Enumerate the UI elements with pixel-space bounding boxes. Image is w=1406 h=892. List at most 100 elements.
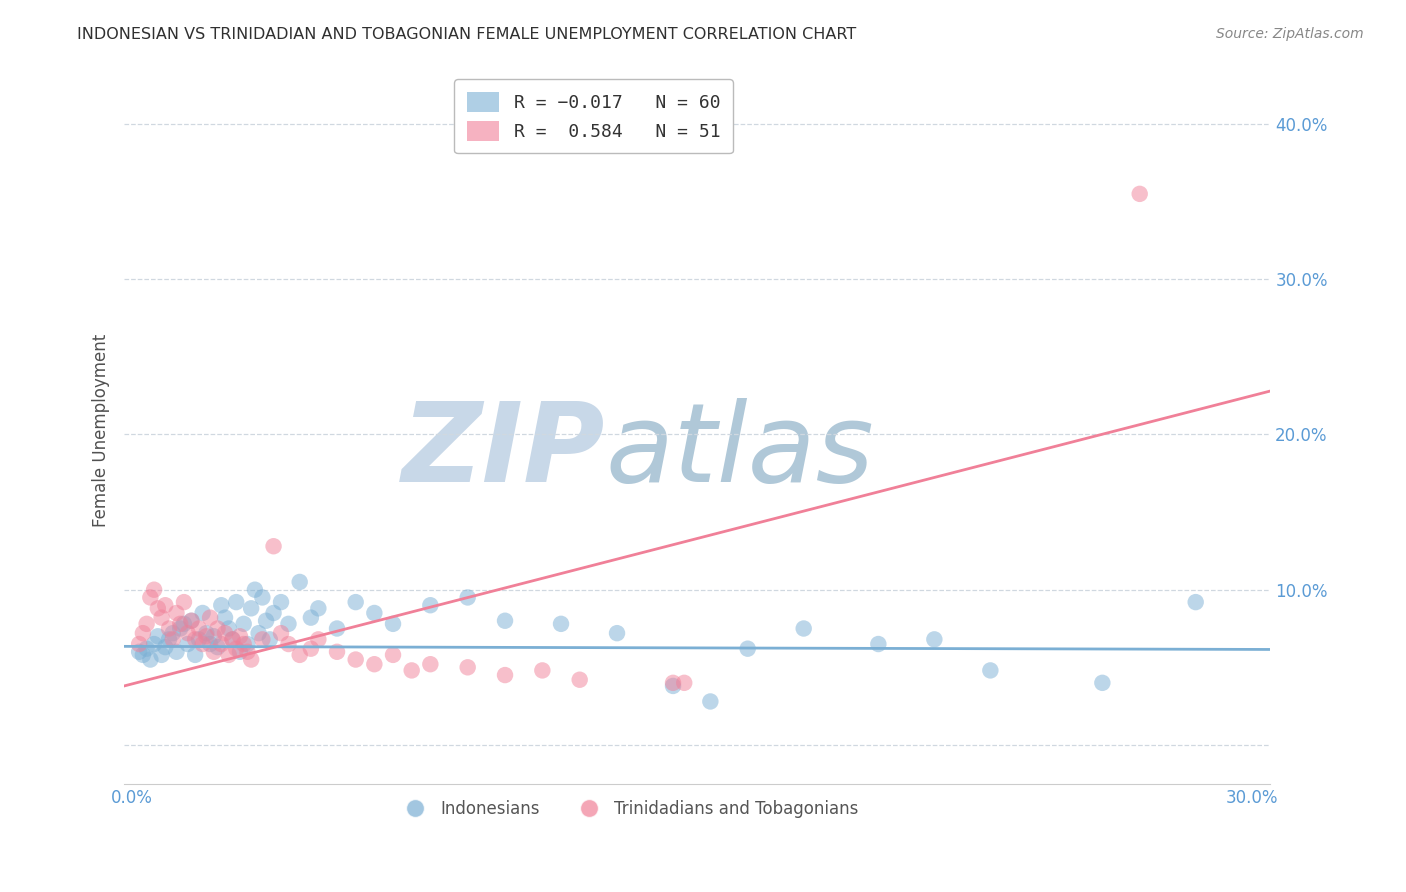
Point bbox=[1091, 676, 1114, 690]
Point bbox=[252, 632, 274, 647]
Point bbox=[132, 626, 155, 640]
Point bbox=[531, 664, 554, 678]
Point bbox=[135, 616, 157, 631]
Point bbox=[243, 582, 266, 597]
Point bbox=[868, 637, 890, 651]
Point bbox=[494, 668, 516, 682]
Point bbox=[180, 614, 202, 628]
Point bbox=[195, 626, 218, 640]
Text: ZIP: ZIP bbox=[402, 398, 606, 505]
Point bbox=[221, 632, 243, 647]
Point bbox=[363, 606, 385, 620]
Point bbox=[382, 648, 405, 662]
Point bbox=[191, 637, 214, 651]
Y-axis label: Female Unemployment: Female Unemployment bbox=[93, 334, 110, 527]
Point bbox=[150, 648, 173, 662]
Point bbox=[699, 694, 721, 708]
Point bbox=[259, 632, 281, 647]
Point bbox=[254, 614, 277, 628]
Point bbox=[139, 652, 162, 666]
Point bbox=[673, 676, 696, 690]
Point bbox=[240, 652, 263, 666]
Point bbox=[457, 660, 479, 674]
Point bbox=[793, 622, 815, 636]
Text: INDONESIAN VS TRINIDADIAN AND TOBAGONIAN FEMALE UNEMPLOYMENT CORRELATION CHART: INDONESIAN VS TRINIDADIAN AND TOBAGONIAN… bbox=[77, 27, 856, 42]
Point bbox=[139, 591, 162, 605]
Point bbox=[401, 664, 423, 678]
Point bbox=[277, 637, 299, 651]
Point bbox=[157, 632, 180, 647]
Point bbox=[263, 606, 285, 620]
Point bbox=[225, 641, 247, 656]
Point bbox=[232, 637, 254, 651]
Point bbox=[277, 616, 299, 631]
Point bbox=[240, 601, 263, 615]
Point bbox=[198, 610, 221, 624]
Point bbox=[155, 640, 177, 654]
Point bbox=[176, 626, 198, 640]
Point bbox=[236, 645, 259, 659]
Point bbox=[382, 616, 405, 631]
Point bbox=[229, 645, 252, 659]
Point bbox=[187, 632, 209, 647]
Point bbox=[198, 637, 221, 651]
Point bbox=[132, 648, 155, 662]
Point bbox=[1129, 186, 1152, 201]
Point bbox=[155, 598, 177, 612]
Point bbox=[173, 616, 195, 631]
Point bbox=[419, 657, 441, 672]
Point bbox=[146, 601, 169, 615]
Point bbox=[737, 641, 759, 656]
Point bbox=[128, 637, 150, 651]
Point bbox=[143, 582, 166, 597]
Point bbox=[207, 622, 229, 636]
Point bbox=[169, 616, 191, 631]
Point bbox=[229, 629, 252, 643]
Point bbox=[344, 652, 367, 666]
Point bbox=[326, 622, 349, 636]
Point bbox=[550, 616, 572, 631]
Point bbox=[180, 614, 202, 628]
Point bbox=[214, 610, 236, 624]
Point bbox=[157, 622, 180, 636]
Point bbox=[202, 645, 225, 659]
Point bbox=[146, 629, 169, 643]
Point bbox=[270, 626, 292, 640]
Point bbox=[494, 614, 516, 628]
Point bbox=[202, 629, 225, 643]
Point bbox=[184, 632, 207, 647]
Point bbox=[187, 622, 209, 636]
Point bbox=[209, 637, 232, 651]
Point bbox=[225, 595, 247, 609]
Point bbox=[128, 645, 150, 659]
Point bbox=[606, 626, 628, 640]
Point bbox=[288, 574, 311, 589]
Text: Source: ZipAtlas.com: Source: ZipAtlas.com bbox=[1216, 27, 1364, 41]
Point bbox=[169, 622, 191, 636]
Legend: Indonesians, Trinidadians and Tobagonians: Indonesians, Trinidadians and Tobagonian… bbox=[392, 794, 866, 825]
Point bbox=[344, 595, 367, 609]
Point bbox=[207, 640, 229, 654]
Point bbox=[176, 637, 198, 651]
Point bbox=[209, 598, 232, 612]
Point bbox=[162, 626, 184, 640]
Point bbox=[270, 595, 292, 609]
Point bbox=[252, 591, 274, 605]
Point bbox=[195, 629, 218, 643]
Point bbox=[299, 641, 322, 656]
Point bbox=[326, 645, 349, 659]
Point bbox=[979, 664, 1001, 678]
Point bbox=[143, 637, 166, 651]
Point bbox=[568, 673, 591, 687]
Point bbox=[236, 637, 259, 651]
Point bbox=[218, 622, 240, 636]
Point bbox=[191, 606, 214, 620]
Point bbox=[1184, 595, 1206, 609]
Point bbox=[419, 598, 441, 612]
Point bbox=[924, 632, 946, 647]
Point bbox=[135, 641, 157, 656]
Point bbox=[288, 648, 311, 662]
Point bbox=[307, 632, 329, 647]
Point bbox=[232, 616, 254, 631]
Point bbox=[150, 610, 173, 624]
